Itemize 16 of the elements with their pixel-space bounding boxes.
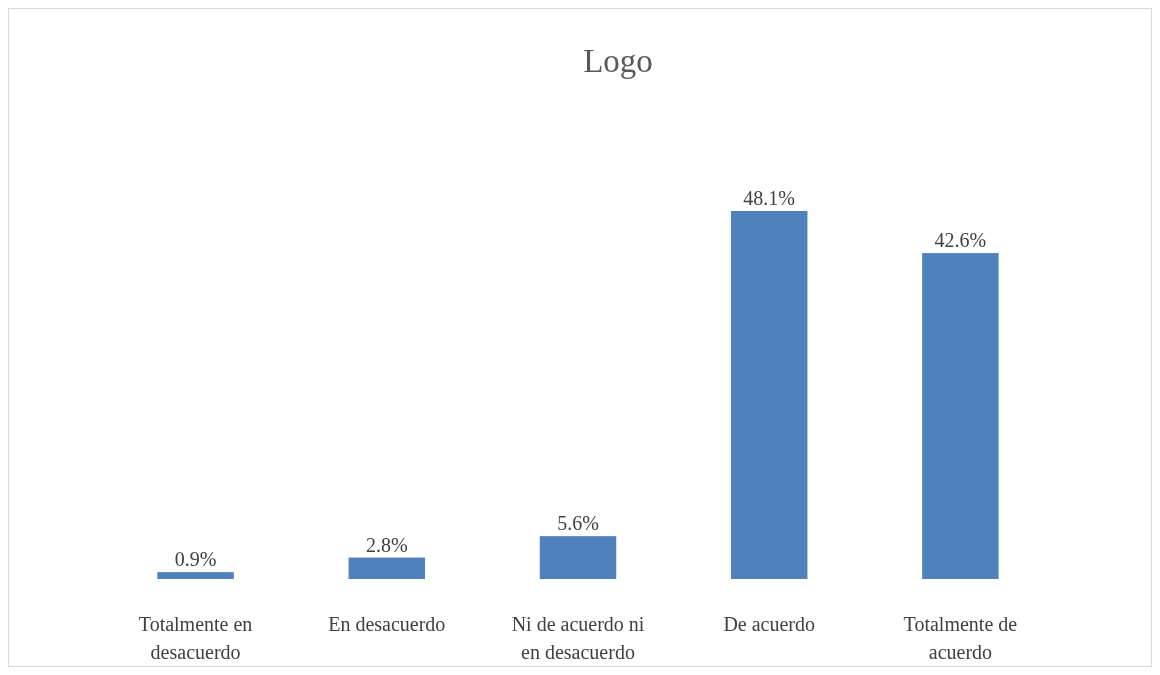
x-tick-label: Totalmente de acuerdo [903, 613, 1018, 663]
chart-title: Logo [583, 43, 653, 79]
x-tick-label: De acuerdo [723, 613, 816, 635]
x-tick-label: En desacuerdo [328, 613, 446, 635]
x-tick-label: Ni de acuerdo ni en desacuerdo [511, 613, 645, 663]
data-label: 0.9% [174, 548, 217, 571]
x-tick-label: Totalmente en desacuerdo [138, 613, 253, 663]
bar [348, 557, 426, 579]
bar [539, 536, 617, 579]
data-label: 5.6% [557, 512, 599, 535]
data-label: 2.8% [365, 533, 408, 556]
data-label: 42.6% [934, 229, 987, 252]
bar [922, 253, 999, 579]
bar [157, 572, 234, 579]
data-label: 48.1% [743, 187, 796, 209]
bar [730, 211, 808, 579]
